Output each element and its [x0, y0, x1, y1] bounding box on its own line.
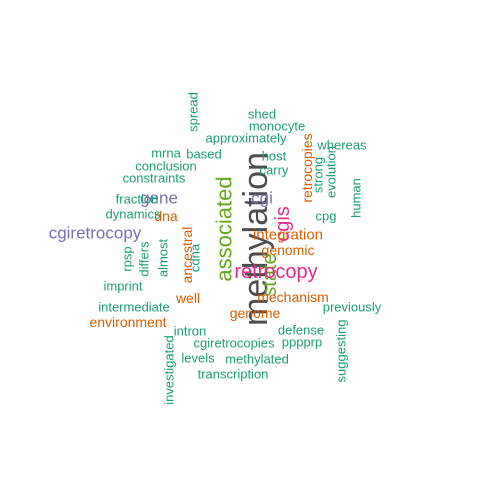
word-cdna: cdna: [188, 243, 203, 272]
word-shed: shed: [248, 107, 276, 122]
word-fraction: fraction: [116, 192, 159, 207]
word-associated: associated: [212, 176, 237, 281]
word-mechanism: mechanism: [257, 289, 329, 305]
word-previously: previously: [323, 300, 382, 315]
word-cgi: cgi: [251, 189, 273, 208]
word-methylation: methylation: [237, 152, 275, 326]
word-genomic: genomic: [262, 242, 315, 258]
word-dynamics: dynamics: [106, 207, 161, 222]
word-environment: environment: [89, 314, 166, 330]
word-integration: integration: [253, 227, 323, 244]
word-monocyte: monocyte: [249, 119, 305, 134]
word-intron: intron: [174, 324, 207, 339]
word-differs: differs: [137, 241, 152, 277]
word-state: state: [259, 253, 281, 296]
word-ancestral: ancestral: [179, 227, 195, 284]
word-spread: spread: [186, 92, 201, 132]
word-cgis: cgis: [272, 206, 294, 242]
word-approximately: approximately: [206, 131, 287, 146]
word-cgiretrocopies: cgiretrocopies: [194, 336, 275, 351]
word-investigated: investigated: [162, 335, 177, 404]
word-genome: genome: [230, 305, 281, 321]
word-suggesting: suggesting: [334, 320, 349, 383]
word-human: human: [349, 178, 364, 218]
word-based: based: [186, 147, 221, 162]
word-pppprp: pppprp: [282, 335, 322, 350]
word-defense: defense: [278, 323, 324, 338]
word-transcription: transcription: [198, 367, 269, 382]
word-levels: levels: [181, 351, 215, 366]
word-host: host: [262, 149, 287, 164]
word-mrna: mrna: [151, 146, 181, 161]
word-rpsp: rpsp: [120, 246, 135, 271]
word-well: well: [175, 290, 200, 306]
word-cpg: cpg: [316, 209, 337, 224]
word-retrocopies: retrocopies: [299, 133, 315, 202]
word-gene: gene: [140, 189, 178, 208]
word-imprint: imprint: [103, 279, 142, 294]
word-methylated: methylated: [225, 352, 289, 367]
word-intermediate: intermediate: [98, 300, 170, 315]
word-constraints: constraints: [123, 171, 186, 186]
word-conclusion: conclusion: [135, 159, 196, 174]
word-carry: carry: [260, 163, 289, 178]
word-cgiretrocopy: cgiretrocopy: [49, 224, 142, 243]
word-strong: strong: [311, 157, 326, 193]
word-almost: almost: [156, 238, 171, 277]
word-retrocopy: retrocopy: [234, 261, 317, 283]
word-evolution: evolution: [324, 146, 339, 198]
word-whereas: whereas: [316, 138, 367, 153]
word-dna: dna: [154, 208, 178, 224]
